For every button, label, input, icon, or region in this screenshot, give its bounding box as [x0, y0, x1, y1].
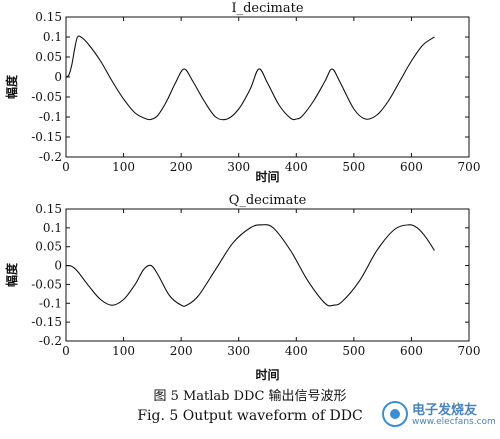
plot-i-decimate: I_decimate 0 100 200 300 400 500 600 700 0.15 0.1 0… — [4, 1, 480, 184]
watermark: 电子发烧友 www.elecfans.com — [382, 399, 496, 433]
x-tick-label: 300 — [227, 344, 250, 358]
x-tick-label: 0 — [62, 344, 70, 358]
plot-q-decimate: Q_decimate 0 100 200 300 400 500 600 700 0.15 0.1 0… — [4, 193, 480, 382]
x-tick-label: 700 — [458, 160, 481, 174]
x-tick-label: 400 — [285, 160, 308, 174]
y-tick-label: 0.1 — [43, 30, 62, 44]
y-tick-label: -0.05 — [31, 90, 62, 104]
chart-title: Q_decimate — [229, 193, 307, 208]
y-tick-label: 0 — [54, 259, 62, 273]
x-tick-label: 600 — [400, 160, 423, 174]
figure-caption-chinese: 图 5 Matlab DDC 输出信号波形 — [153, 389, 347, 404]
y-tick-label: -0.1 — [39, 110, 62, 124]
series-line — [65, 224, 435, 307]
y-tick-label: -0.15 — [31, 130, 62, 144]
watermark-url: www.elecfans.com — [412, 417, 496, 427]
x-tick-label: 600 — [400, 344, 423, 358]
y-axis-label: 幅度 — [4, 74, 19, 99]
figure-caption-english: Fig. 5 Output waveform of DDC — [137, 408, 363, 424]
x-tick-label: 700 — [458, 344, 481, 358]
y-axis-label: 幅度 — [4, 262, 19, 287]
y-tick-label: -0.05 — [31, 277, 62, 291]
x-axis-label: 时间 — [255, 367, 279, 382]
y-tick-label: -0.2 — [39, 150, 62, 164]
x-tick-label: 400 — [285, 344, 308, 358]
series-line — [65, 35, 435, 121]
y-tick-label: -0.15 — [31, 315, 62, 329]
y-tick-label: 0 — [54, 70, 62, 84]
watermark-logo-icon — [382, 401, 408, 427]
chart-title: I_decimate — [231, 1, 303, 16]
figure-canvas: I_decimate 0 100 200 300 400 500 600 700 0.15 0.1 0… — [4, 1, 480, 382]
x-tick-label: 200 — [170, 344, 193, 358]
y-tick-label: 0.1 — [43, 221, 62, 235]
watermark-text: 电子发烧友 — [412, 403, 478, 418]
y-tick-label: -0.2 — [39, 334, 62, 348]
x-tick-label: 0 — [62, 160, 70, 174]
y-tick-label: -0.1 — [39, 296, 62, 310]
y-tick-label: 0.05 — [35, 50, 62, 64]
x-tick-label: 100 — [112, 160, 135, 174]
x-axis-label: 时间 — [255, 169, 279, 184]
y-tick-label: 0.15 — [35, 10, 62, 24]
x-tick-label: 200 — [170, 160, 193, 174]
axes-frame — [65, 16, 470, 158]
x-tick-label: 300 — [227, 160, 250, 174]
x-tick-label: 100 — [112, 344, 135, 358]
x-tick-label: 500 — [342, 160, 365, 174]
axes-frame — [65, 208, 470, 342]
x-tick-label: 500 — [342, 344, 365, 358]
y-tick-label: 0.05 — [35, 240, 62, 254]
y-tick-label: 0.15 — [35, 202, 62, 216]
